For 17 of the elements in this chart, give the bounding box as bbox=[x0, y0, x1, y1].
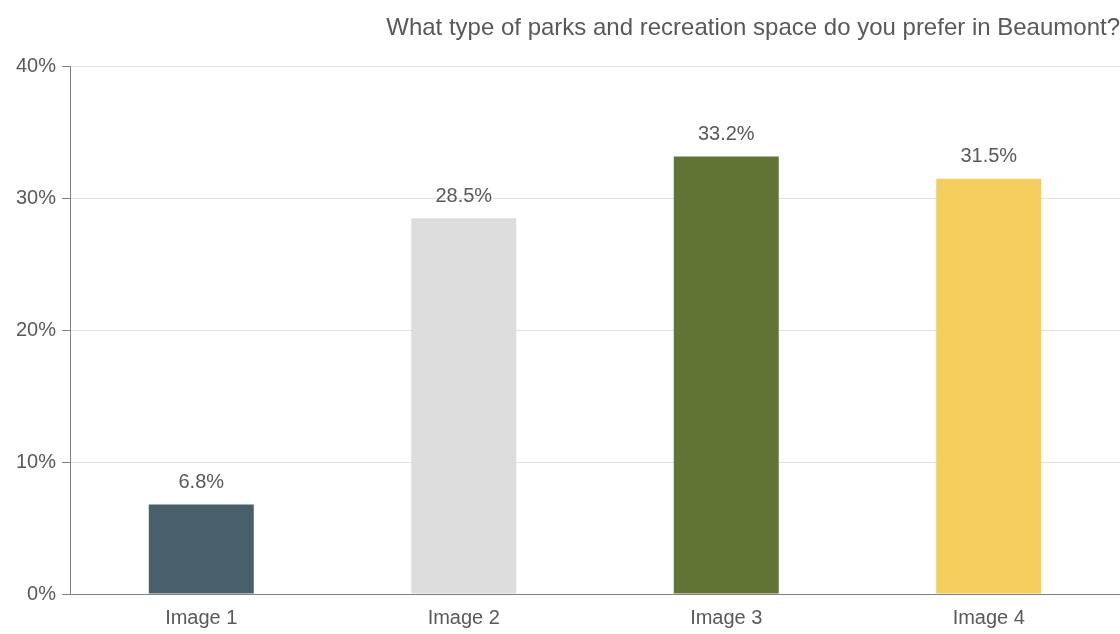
data-label: 28.5% bbox=[435, 183, 493, 206]
bar bbox=[673, 156, 779, 594]
x-tick-label: Image 3 bbox=[690, 605, 763, 628]
bar bbox=[936, 178, 1042, 594]
data-label: 6.8% bbox=[178, 469, 225, 492]
y-tick-label: 10% bbox=[16, 449, 57, 472]
data-label: 31.5% bbox=[960, 144, 1018, 167]
x-tick-label: Image 1 bbox=[165, 605, 238, 628]
bar bbox=[148, 504, 254, 594]
chart-title: What type of parks and recreation space do you prefer in Beaumont? bbox=[386, 13, 1120, 41]
y-tick-label: 0% bbox=[27, 581, 57, 604]
x-tick-label: Image 4 bbox=[952, 605, 1025, 628]
data-label: 33.2% bbox=[697, 121, 755, 144]
x-tick-label: Image 2 bbox=[427, 605, 500, 628]
y-tick-label: 30% bbox=[16, 186, 57, 209]
y-tick-label: 20% bbox=[16, 317, 57, 340]
y-tick-label: 40% bbox=[16, 54, 57, 77]
